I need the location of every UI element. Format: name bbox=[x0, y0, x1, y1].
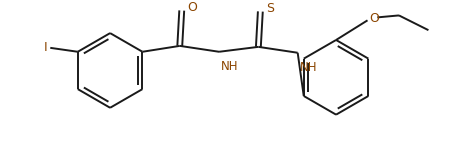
Text: S: S bbox=[266, 2, 274, 15]
Text: O: O bbox=[369, 12, 379, 25]
Text: NH: NH bbox=[300, 61, 317, 74]
Text: NH: NH bbox=[221, 60, 239, 73]
Text: O: O bbox=[188, 1, 197, 14]
Text: I: I bbox=[44, 41, 48, 54]
